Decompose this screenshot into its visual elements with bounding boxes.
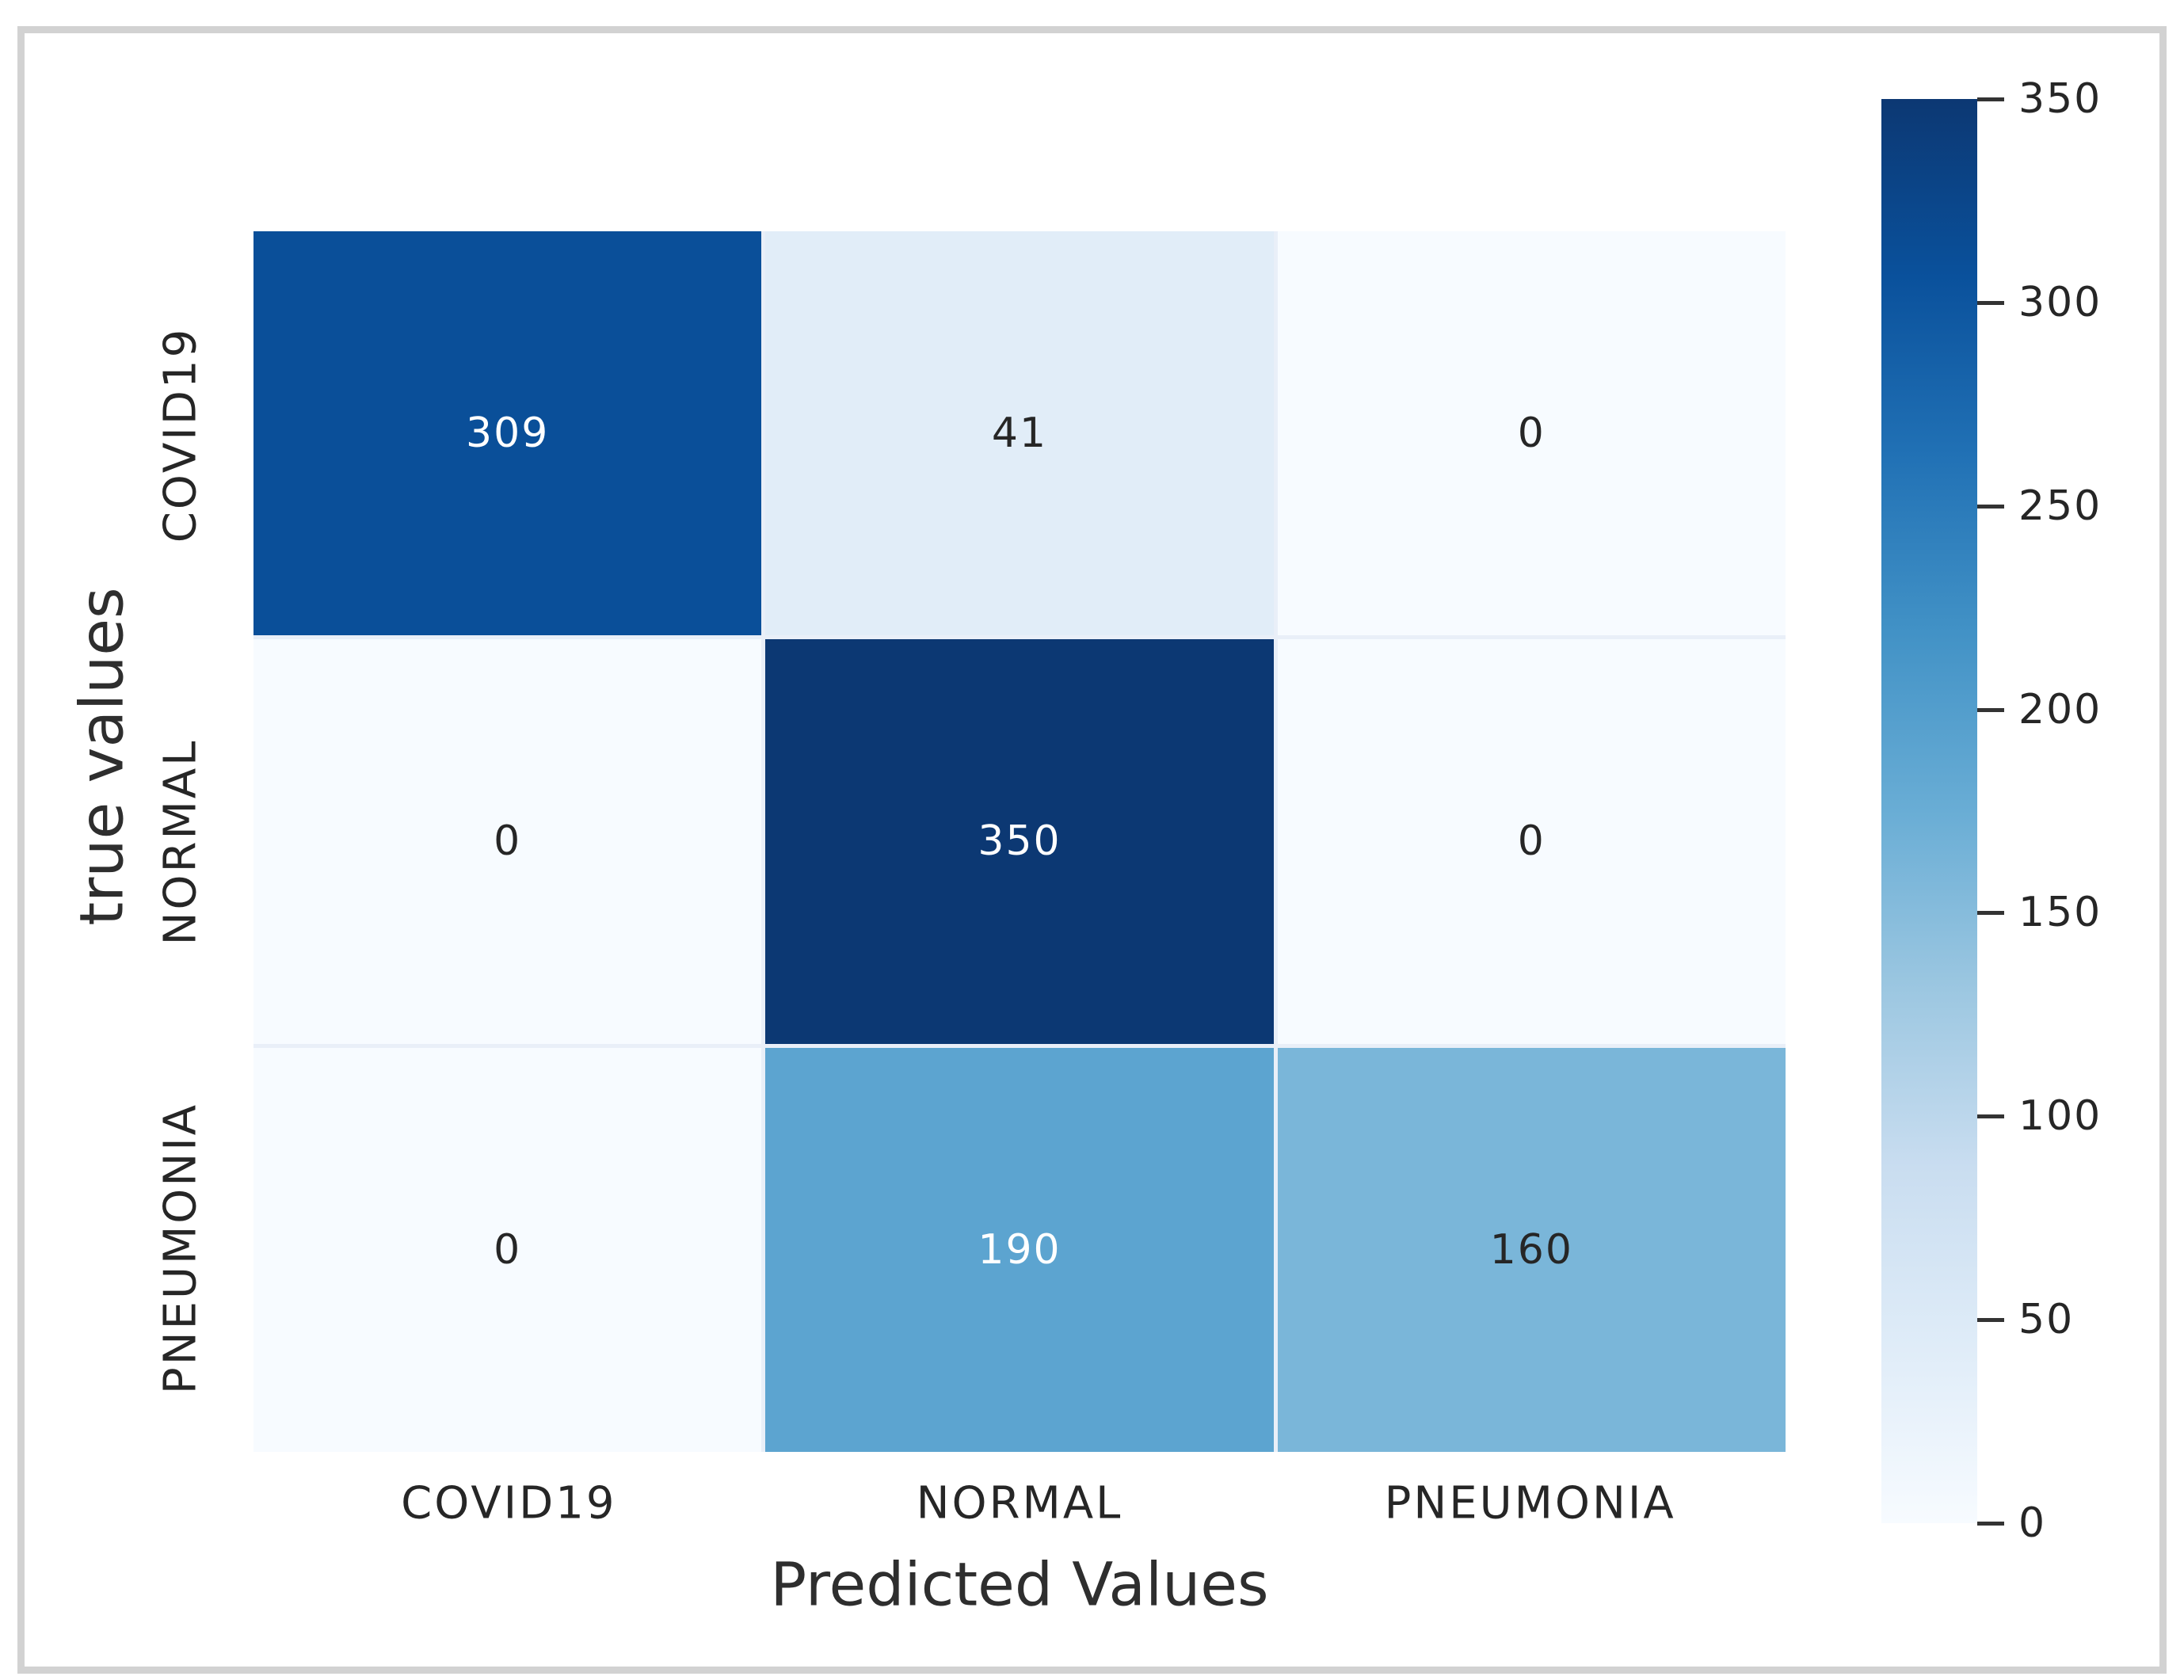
x-tick-label: NORMAL bbox=[916, 1477, 1123, 1530]
colorbar-tick-label: 100 bbox=[2018, 1092, 2102, 1141]
heatmap-cell: 0 bbox=[1277, 231, 1786, 636]
x-tick-label: COVID19 bbox=[401, 1477, 617, 1530]
colorbar-tick-label: 250 bbox=[2018, 482, 2102, 530]
colorbar-tick-mark bbox=[1977, 707, 2004, 712]
heatmap-cell: 160 bbox=[1277, 1047, 1786, 1452]
cell-value: 0 bbox=[494, 1225, 522, 1274]
x-axis-label: Predicted Values bbox=[770, 1549, 1269, 1620]
heatmap-cell: 0 bbox=[253, 1047, 762, 1452]
heatmap-cell: 0 bbox=[253, 639, 762, 1044]
cell-value: 41 bbox=[991, 410, 1048, 458]
colorbar-tick-label: 0 bbox=[2018, 1499, 2047, 1547]
heatmap-cell: 309 bbox=[253, 231, 762, 636]
heatmap-grid: 309 41 0 0 350 0 0 190 160 bbox=[253, 231, 1786, 1452]
heatmap-cell: 0 bbox=[1277, 639, 1786, 1044]
colorbar-tick-mark bbox=[1977, 911, 2004, 916]
cell-value: 350 bbox=[978, 817, 1062, 866]
colorbar-tick-mark bbox=[1977, 300, 2004, 305]
colorbar-tick-mark bbox=[1977, 504, 2004, 509]
cell-value: 309 bbox=[466, 410, 550, 458]
colorbar-tick-mark bbox=[1977, 97, 2004, 101]
colorbar-gradient bbox=[1881, 99, 1977, 1523]
y-tick-label: PNEUMONIA bbox=[154, 1103, 207, 1395]
colorbar-tick-mark bbox=[1977, 1114, 2004, 1119]
cell-value: 0 bbox=[1517, 410, 1546, 458]
x-tick-label: PNEUMONIA bbox=[1384, 1477, 1676, 1530]
colorbar-tick-label: 150 bbox=[2018, 889, 2102, 937]
y-axis-label: true values bbox=[66, 587, 137, 926]
colorbar-tick-label: 300 bbox=[2018, 278, 2102, 326]
colorbar-tick-label: 350 bbox=[2018, 75, 2102, 123]
colorbar-tick-label: 200 bbox=[2018, 685, 2102, 733]
colorbar-tick-mark bbox=[1977, 1318, 2004, 1323]
y-tick-label: COVID19 bbox=[154, 326, 207, 543]
y-tick-label: NORMAL bbox=[154, 738, 207, 945]
cell-value: 190 bbox=[978, 1225, 1062, 1274]
cell-value: 0 bbox=[1517, 817, 1546, 866]
heatmap-cell: 350 bbox=[765, 639, 1274, 1044]
heatmap-cell: 190 bbox=[765, 1047, 1274, 1452]
cell-value: 160 bbox=[1489, 1225, 1573, 1274]
cell-value: 0 bbox=[494, 817, 522, 866]
colorbar-tick-label: 50 bbox=[2018, 1296, 2075, 1344]
colorbar-tick-mark bbox=[1977, 1522, 2004, 1526]
heatmap-cell: 41 bbox=[765, 231, 1274, 636]
